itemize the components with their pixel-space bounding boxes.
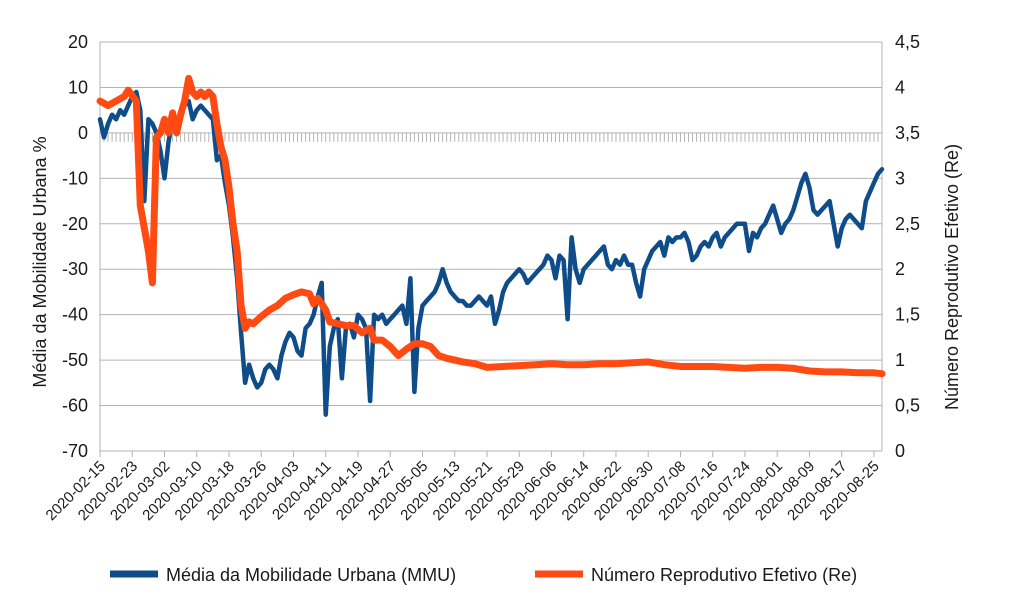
x-tick-labels: 2020-02-152020-02-232020-03-022020-03-10… (43, 458, 883, 524)
left-axis-title: Média da Mobilidade Urbana % (30, 136, 50, 387)
left-tick-label: 20 (68, 32, 88, 52)
right-tick-label: 3 (895, 168, 905, 188)
right-tick-label: 0,5 (895, 396, 920, 416)
left-tick-label: -60 (62, 396, 88, 416)
right-tick-label: 3,5 (895, 123, 920, 143)
right-tick-labels: 4,5 4 3,5 3 2,5 2 1,5 1 0,5 0 (895, 32, 920, 461)
left-tick-label: -30 (62, 259, 88, 279)
right-tick-label: 4,5 (895, 32, 920, 52)
left-tick-label: -70 (62, 441, 88, 461)
left-tick-label: -40 (62, 305, 88, 325)
legend-label-mobility: Média da Mobilidade Urbana (MMU) (166, 565, 456, 585)
re-series-line (96, 74, 886, 378)
axes (99, 42, 883, 457)
right-tick-label: 2 (895, 259, 905, 279)
left-tick-label: 0 (78, 123, 88, 143)
series-lines (96, 74, 886, 417)
right-axis-title: Número Reprodutivo Efetivo (Re) (942, 144, 962, 410)
legend: Média da Mobilidade Urbana (MMU) Número R… (110, 565, 857, 585)
right-tick-label: 1,5 (895, 305, 920, 325)
legend-label-re: Número Reprodutivo Efetivo (Re) (591, 565, 857, 585)
left-tick-label: 10 (68, 77, 88, 97)
right-tick-label: 4 (895, 77, 905, 97)
left-tick-labels: 20 10 0 -10 -20 -30 -40 -50 -60 -70 (62, 32, 88, 461)
left-tick-label: -50 (62, 350, 88, 370)
right-tick-label: 1 (895, 350, 905, 370)
right-tick-label: 2,5 (895, 214, 920, 234)
left-tick-label: -10 (62, 168, 88, 188)
left-tick-label: -20 (62, 214, 88, 234)
right-tick-label: 0 (895, 441, 905, 461)
